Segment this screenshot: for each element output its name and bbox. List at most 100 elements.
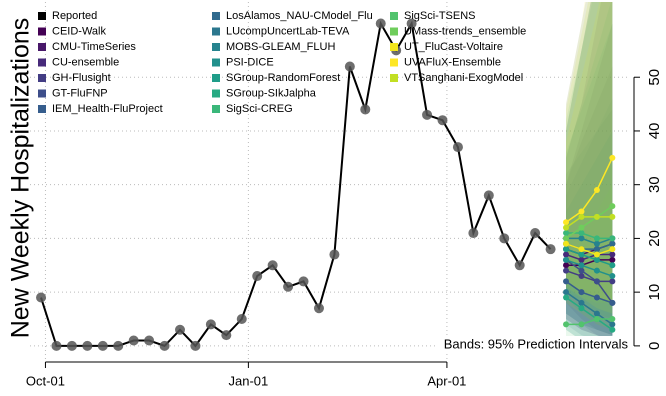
x-tick-label: Oct-01 — [26, 373, 65, 388]
data-point — [593, 213, 600, 220]
series-line — [565, 243, 613, 256]
data-point — [221, 330, 232, 341]
data-point — [593, 316, 600, 323]
data-point — [128, 335, 139, 346]
series-line — [565, 248, 613, 266]
data-point — [422, 109, 433, 120]
y-axis-title: New Weekly Hospitalizations — [7, 18, 35, 339]
data-point — [499, 233, 510, 244]
legend-label: SigSci-CREG — [226, 103, 293, 115]
data-point — [563, 240, 570, 247]
data-point — [545, 244, 556, 255]
legend-label: MOBS-GLEAM_FLUH — [226, 41, 335, 53]
data-point — [36, 292, 47, 303]
data-point — [609, 256, 616, 263]
legend-swatch — [38, 74, 46, 82]
legend-label: LUcompUncertLab-TEVA — [226, 25, 350, 37]
data-point — [298, 276, 309, 287]
data-point — [578, 208, 585, 215]
data-point — [51, 340, 62, 351]
legend-swatch — [390, 43, 398, 51]
data-point — [578, 256, 585, 263]
data-point — [563, 235, 570, 242]
data-point — [609, 213, 616, 220]
data-point — [283, 281, 294, 292]
legend-label: SGroup-RandomForest — [226, 72, 340, 84]
prediction-band — [566, 2, 613, 303]
legend-label: IEM_Health-FluProject — [52, 103, 163, 115]
legend-swatch — [212, 27, 220, 36]
data-point — [159, 340, 170, 351]
data-point — [144, 335, 155, 346]
legend-label: GT-FluFNP — [52, 87, 108, 99]
data-point — [563, 321, 570, 328]
legend-swatch — [212, 58, 220, 67]
series-line — [565, 205, 613, 240]
series-line — [565, 280, 613, 304]
data-point — [514, 260, 525, 271]
data-point — [563, 246, 570, 253]
legend-swatch — [212, 74, 220, 82]
data-point — [593, 235, 600, 242]
legend-label: VTSanghani-ExogModel — [404, 72, 523, 84]
prediction-band — [566, 2, 613, 336]
series-line — [565, 259, 613, 277]
data-point — [267, 260, 278, 271]
series-line — [565, 296, 613, 331]
data-point — [578, 289, 585, 296]
data-point — [593, 294, 600, 301]
prediction-band — [566, 130, 613, 346]
legend-label: CMU-TimeSeries — [52, 41, 136, 53]
legend-label: LosAlamos_NAU-CModel_Flu — [226, 10, 373, 22]
legend-swatch — [212, 12, 220, 20]
data-point — [609, 326, 616, 333]
legend-label: PSI-DICE — [226, 56, 274, 68]
legend-swatch — [38, 12, 46, 20]
data-point — [563, 294, 570, 301]
legend-swatch — [390, 27, 398, 36]
data-point — [375, 18, 386, 29]
y-tick-label: 30 — [646, 176, 663, 193]
data-point — [437, 115, 448, 126]
y-tick-label: 50 — [646, 69, 663, 86]
data-point — [593, 267, 600, 274]
legend-label: SGroup-SIkJalpha — [226, 87, 317, 99]
legend-label: CEID-Walk — [52, 25, 106, 37]
series-line — [565, 157, 614, 223]
plot-area — [36, 2, 616, 351]
data-point — [190, 340, 201, 351]
data-point — [113, 340, 124, 351]
data-point — [468, 228, 479, 239]
data-point — [578, 305, 585, 312]
data-point — [578, 273, 585, 280]
x-tick-label: Jan-01 — [229, 373, 269, 388]
data-point — [593, 251, 600, 258]
data-point — [609, 154, 616, 161]
legend-swatch — [212, 89, 220, 98]
data-point — [175, 324, 185, 335]
data-point — [236, 314, 247, 325]
data-point — [452, 142, 463, 153]
data-point — [313, 303, 324, 314]
legend-label: UT_FluCast-Voltaire — [404, 41, 503, 53]
data-point — [344, 61, 355, 72]
data-point — [593, 310, 600, 317]
data-point — [578, 251, 585, 258]
legend-swatch — [212, 105, 220, 113]
data-point — [530, 228, 541, 239]
data-point — [578, 235, 585, 242]
legend-label: Reported — [52, 10, 97, 22]
data-point — [563, 219, 570, 226]
data-point — [609, 203, 616, 210]
data-point — [406, 18, 417, 29]
y-tick-label: 0 — [646, 342, 663, 350]
data-point — [609, 321, 616, 328]
data-point — [360, 104, 371, 115]
data-point — [609, 240, 616, 247]
prediction-band — [566, 2, 613, 336]
data-point — [563, 262, 570, 269]
legend-swatch — [390, 58, 398, 67]
data-point — [329, 249, 340, 260]
data-point — [609, 299, 616, 306]
annotation-box — [438, 336, 630, 354]
